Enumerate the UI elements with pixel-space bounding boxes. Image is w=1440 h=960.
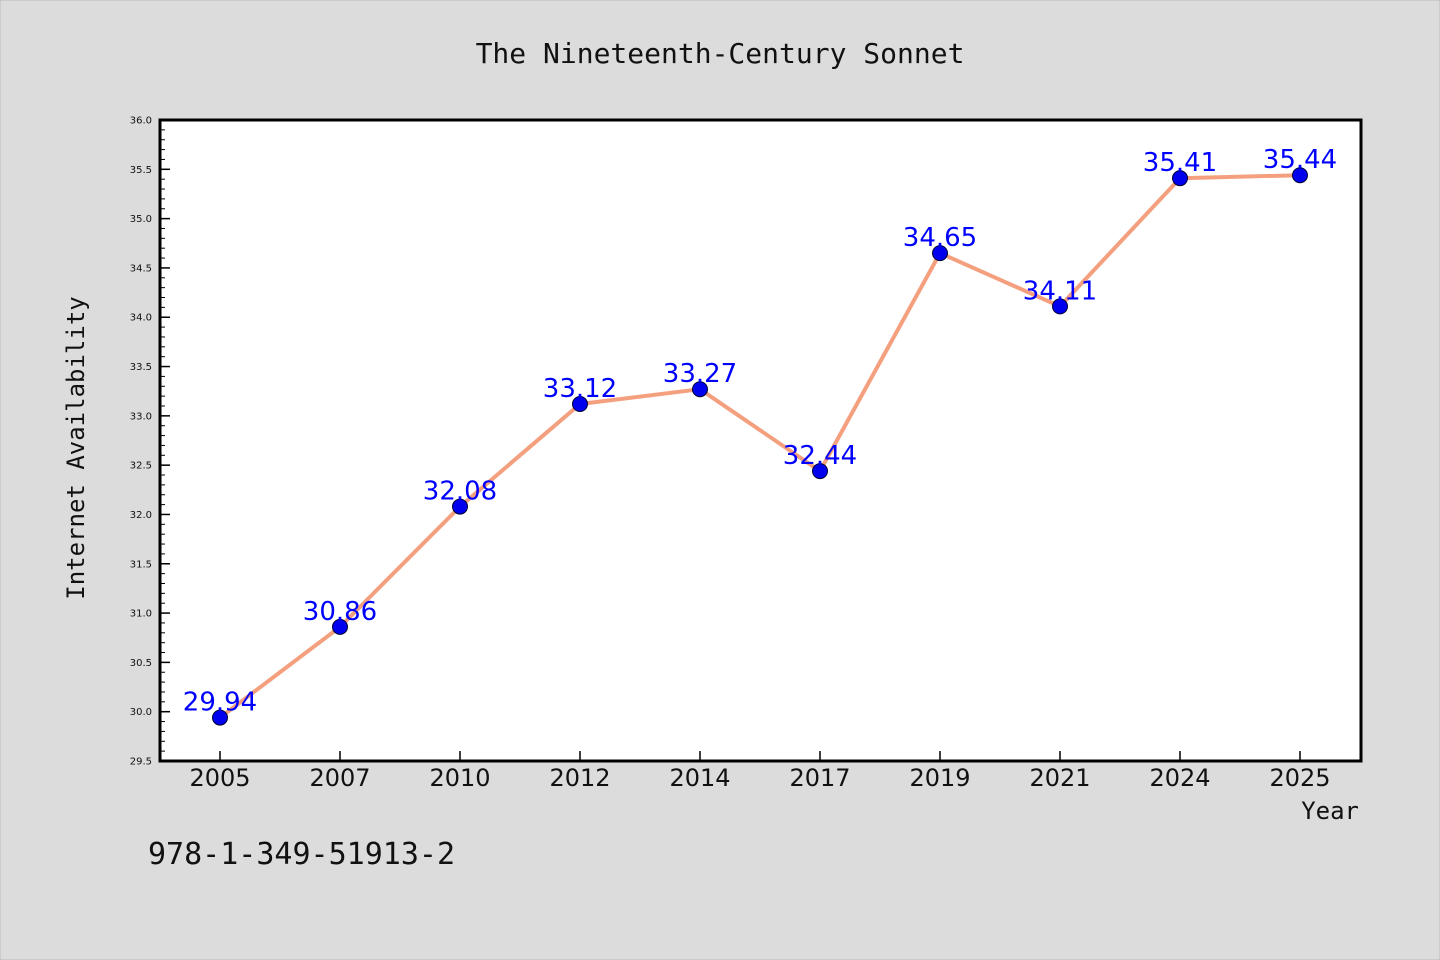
y-tick-label: 33.5 <box>130 362 152 373</box>
data-point <box>572 396 588 413</box>
x-axis-label: Year <box>1301 797 1359 825</box>
data-point <box>932 245 948 262</box>
y-tick-label: 30.0 <box>130 707 152 718</box>
data-label: 29.94 <box>183 688 257 718</box>
data-label: 33.27 <box>663 359 737 389</box>
x-tick-label: 2024 <box>1149 764 1210 792</box>
series-layer <box>218 173 1302 720</box>
y-tick-label: 32.0 <box>130 510 152 521</box>
y-tick-labels: 29.5 30.0 30.5 31.0 31.5 32.0 32.5 33.0 33.5 34.0… <box>130 116 152 768</box>
y-tick-label: 31.0 <box>130 609 152 620</box>
data-point <box>1172 170 1188 187</box>
y-tick-label: 30.5 <box>130 658 152 669</box>
y-tick-label: 35.5 <box>130 165 152 176</box>
y-tick-label: 33.0 <box>130 411 152 422</box>
y-tick-label: 34.5 <box>130 263 152 274</box>
chart-title: The Nineteenth-Century Sonnet <box>476 37 965 70</box>
isbn-text: 978-1-349-51913-2 <box>148 837 455 872</box>
data-point <box>812 463 828 480</box>
y-tick-label: 34.0 <box>130 313 152 324</box>
data-label: 34.65 <box>903 223 977 253</box>
x-tick-label: 2010 <box>429 764 490 792</box>
data-point <box>452 498 468 515</box>
x-tick-label: 2021 <box>1029 764 1090 792</box>
x-tick-label: 2012 <box>549 764 610 792</box>
x-tick-label: 2017 <box>789 764 850 792</box>
x-tick-label: 2025 <box>1269 764 1330 792</box>
data-label: 33.12 <box>543 374 617 404</box>
data-label: 35.41 <box>1143 148 1217 178</box>
x-tick-label: 2007 <box>309 764 370 792</box>
data-point <box>1292 167 1308 184</box>
x-tick-label: 2014 <box>669 764 730 792</box>
data-label: 30.86 <box>303 597 377 627</box>
y-major-ticks <box>160 119 170 762</box>
data-point <box>1052 298 1068 315</box>
y-tick-label: 32.5 <box>130 461 152 472</box>
y-tick-label: 36.0 <box>130 116 152 127</box>
y-tick-label: 31.5 <box>130 559 152 570</box>
y-tick-label: 29.5 <box>130 757 152 768</box>
marker-layer <box>212 167 1308 726</box>
x-ticks <box>219 751 1301 761</box>
data-label-layer: 29.94 30.86 32.08 33.12 33.27 32.44 34.65 34.11… <box>183 145 1337 717</box>
series-line <box>218 173 1302 720</box>
y-axis-label: Internet Availability <box>62 296 90 599</box>
plot-area <box>158 118 1363 763</box>
data-label: 35.44 <box>1263 145 1337 175</box>
data-label: 34.11 <box>1023 276 1097 306</box>
data-point <box>212 709 228 726</box>
x-tick-label: 2019 <box>909 764 970 792</box>
data-label: 32.44 <box>783 441 857 471</box>
x-tick-label: 2005 <box>189 764 250 792</box>
y-tick-label: 35.0 <box>130 214 152 225</box>
x-tick-labels: 2005 2007 2010 2012 2014 2017 2019 2021 2024 2025 <box>189 764 1330 792</box>
data-point <box>692 381 708 398</box>
data-point <box>332 618 348 635</box>
data-label: 32.08 <box>423 477 497 507</box>
